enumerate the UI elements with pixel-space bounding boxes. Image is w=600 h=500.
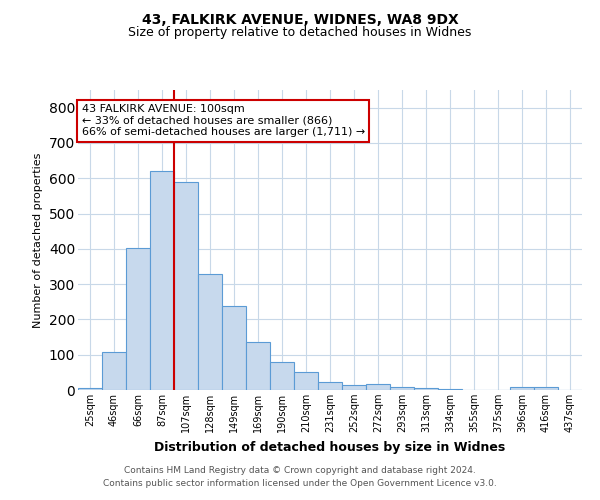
Bar	[414, 388, 438, 390]
Bar	[270, 362, 294, 390]
Bar	[294, 372, 318, 390]
X-axis label: Distribution of detached houses by size in Widnes: Distribution of detached houses by size …	[154, 440, 506, 454]
Text: 43 FALKIRK AVENUE: 100sqm
← 33% of detached houses are smaller (866)
66% of semi: 43 FALKIRK AVENUE: 100sqm ← 33% of detac…	[82, 104, 365, 138]
Bar	[246, 342, 270, 390]
Bar	[102, 352, 126, 390]
Bar	[198, 274, 222, 390]
Bar	[510, 387, 534, 390]
Text: Size of property relative to detached houses in Widnes: Size of property relative to detached ho…	[128, 26, 472, 39]
Bar	[78, 388, 102, 390]
Bar	[366, 384, 390, 390]
Text: 43, FALKIRK AVENUE, WIDNES, WA8 9DX: 43, FALKIRK AVENUE, WIDNES, WA8 9DX	[142, 12, 458, 26]
Bar	[342, 384, 366, 390]
Bar	[390, 387, 414, 390]
Bar	[126, 248, 150, 390]
Bar	[318, 382, 342, 390]
Bar	[438, 389, 462, 390]
Bar	[174, 182, 198, 390]
Text: Contains HM Land Registry data © Crown copyright and database right 2024.
Contai: Contains HM Land Registry data © Crown c…	[103, 466, 497, 487]
Y-axis label: Number of detached properties: Number of detached properties	[33, 152, 43, 328]
Bar	[222, 306, 246, 390]
Bar	[534, 387, 558, 390]
Bar	[150, 171, 174, 390]
